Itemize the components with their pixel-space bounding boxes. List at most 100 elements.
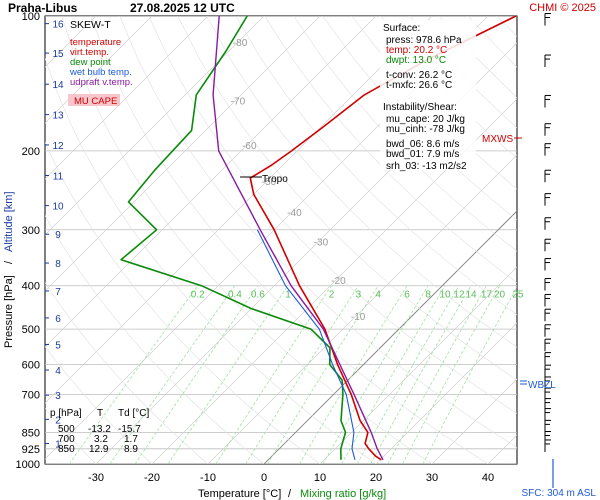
- series-line-dew-point: [120, 16, 347, 460]
- surface-dwpt: dwpt: 13.0 °C: [386, 55, 446, 66]
- table-cell: 12.9: [89, 444, 109, 455]
- surface-press: press: 978.6 hPa: [386, 35, 462, 46]
- pressure-tick-label: 600: [22, 360, 40, 372]
- y2-axis-label: Altitude [km]: [3, 191, 15, 252]
- altitude-tick-label: 9: [55, 230, 61, 241]
- instability-title: Instability/Shear:: [383, 102, 457, 113]
- wind-barb: [544, 308, 551, 322]
- table-cell: 500: [58, 424, 75, 435]
- pressure-tick-label: 400: [22, 281, 40, 293]
- mixing-ratio-label: 14: [465, 290, 477, 301]
- isotherm-line: [487, 434, 517, 464]
- wind-barb: [544, 387, 551, 401]
- wind-barb: [544, 238, 551, 252]
- dry-adiabat: [61, 16, 433, 464]
- temperature-tick-label: 10: [314, 472, 326, 484]
- altitude-tick-label: 15: [52, 49, 64, 60]
- mixing-ratio-line: [68, 285, 199, 464]
- table-header: p [hPa]: [50, 408, 82, 419]
- dry-adiabat: [555, 16, 600, 464]
- wind-barb: [544, 193, 551, 206]
- isotherm-label: -60: [242, 141, 257, 152]
- dry-adiabat: [526, 16, 600, 464]
- altitude-tick-label: 5: [55, 340, 61, 351]
- table-header: T: [97, 408, 103, 419]
- temperature-tick-label: -10: [200, 472, 216, 484]
- mixing-ratio-label: 8: [425, 290, 431, 301]
- wind-barb: [544, 278, 551, 291]
- table-cell: 1.7: [124, 434, 138, 445]
- brand-label: CHMI © 2025: [529, 2, 596, 14]
- surface-tmxfc: t-mxfc: 26.6 °C: [386, 80, 452, 91]
- markers: Tropo WBZL MXWS SFC: 304 m ASL: [240, 134, 596, 499]
- wind-barb: [544, 258, 551, 271]
- mixing-ratio-label: 25: [512, 290, 524, 301]
- mixing-ratio-label: 1: [285, 290, 291, 301]
- mixing-ratio-label: 17: [481, 290, 493, 301]
- isotherm-label: -10: [351, 312, 366, 323]
- table-cell: 700: [58, 434, 75, 445]
- dry-adiabat: [206, 16, 517, 348]
- altitude-tick-label: 4: [55, 366, 61, 377]
- legend-temperature: temperature: [70, 37, 121, 48]
- legend-virt-temp: virt.temp.: [70, 47, 109, 58]
- y-axis-title: Pressure [hPa] / Altitude [km]: [3, 191, 15, 348]
- temperature-tick-label: -20: [144, 472, 160, 484]
- instability-line: bwd_01: 7.9 m/s: [386, 149, 459, 160]
- surface-info: Surface: press: 978.6 hPa temp: 20.2 °C …: [380, 20, 476, 172]
- isotherm-line: [45, 16, 433, 404]
- station-title: Praha-Libus: [8, 1, 78, 15]
- x-axis-sep: /: [288, 488, 292, 500]
- dry-adiabat: [45, 408, 97, 464]
- datetime-title: 27.08.2025 12 UTC: [130, 1, 235, 15]
- surface-title: Surface:: [383, 23, 420, 34]
- isotherm-line: [45, 16, 377, 348]
- instability-line: mu_cinh: -78 J/kg: [386, 124, 465, 135]
- wind-barb: [544, 431, 551, 444]
- altitude-tick-label: 3: [55, 391, 61, 402]
- temperature-tick-label: 20: [370, 472, 382, 484]
- legend-dew-point: dew point: [70, 57, 111, 68]
- level-table: p [hPa] T Td [°C] 500 -13.2 -15.7 700 3.…: [50, 408, 149, 455]
- table-header: Td [°C]: [118, 408, 149, 419]
- wind-barb: [544, 169, 551, 183]
- mixing-ratio-line: [215, 285, 332, 464]
- dry-adiabat: [148, 16, 517, 414]
- mixing-ratio-line: [167, 285, 289, 464]
- table-cell: 3.2: [94, 434, 108, 445]
- dry-adiabat: [45, 215, 265, 464]
- pressure-tick-label: 700: [22, 390, 40, 402]
- legend-title: SKEW-T: [70, 19, 111, 31]
- dry-adiabat: [45, 57, 377, 464]
- mixing-ratio-line: [341, 285, 446, 464]
- wind-barb: [544, 293, 551, 307]
- mixing-ratio-label: 4: [375, 290, 381, 301]
- mixing-ratio-line: [134, 285, 259, 464]
- x2-axis-label: Mixing ratio [g/kg]: [300, 488, 386, 500]
- mixing-ratio-label: 2: [329, 290, 335, 301]
- surface-tconv: t-conv: 26.2 °C: [386, 70, 452, 81]
- table-cell: 850: [58, 444, 75, 455]
- dry-adiabat: [177, 16, 517, 381]
- mixing-ratio-label: 12: [453, 290, 465, 301]
- dry-adiabat: [45, 346, 153, 464]
- table-cell: -13.2: [88, 424, 111, 435]
- cape-box-label: MU CAPE: [74, 96, 117, 107]
- altitude-tick-label: 12: [52, 141, 64, 152]
- isotherm-label: -20: [331, 276, 346, 287]
- wind-barb: [544, 419, 551, 433]
- x-axis-title: Temperature [°C] / Mixing ratio [g/kg]: [198, 488, 386, 500]
- wind-barb: [544, 94, 551, 108]
- mxws-label: MXWS: [482, 134, 513, 145]
- instability-line: mu_cape: 20 J/kg: [386, 114, 465, 125]
- isotherm-line: [207, 154, 517, 464]
- x-axis-label: Temperature [°C]: [198, 488, 281, 500]
- dry-adiabat: [496, 16, 517, 37]
- temperature-tick-label: 0: [261, 472, 267, 484]
- altitude-tick-label: 2: [55, 415, 61, 426]
- pressure-tick-label: 925: [22, 444, 40, 456]
- table-cell: 8.9: [124, 444, 138, 455]
- altitude-tick-label: 10: [52, 202, 64, 213]
- mixing-ratio-label: 0.6: [251, 290, 265, 301]
- dry-adiabat: [322, 16, 517, 221]
